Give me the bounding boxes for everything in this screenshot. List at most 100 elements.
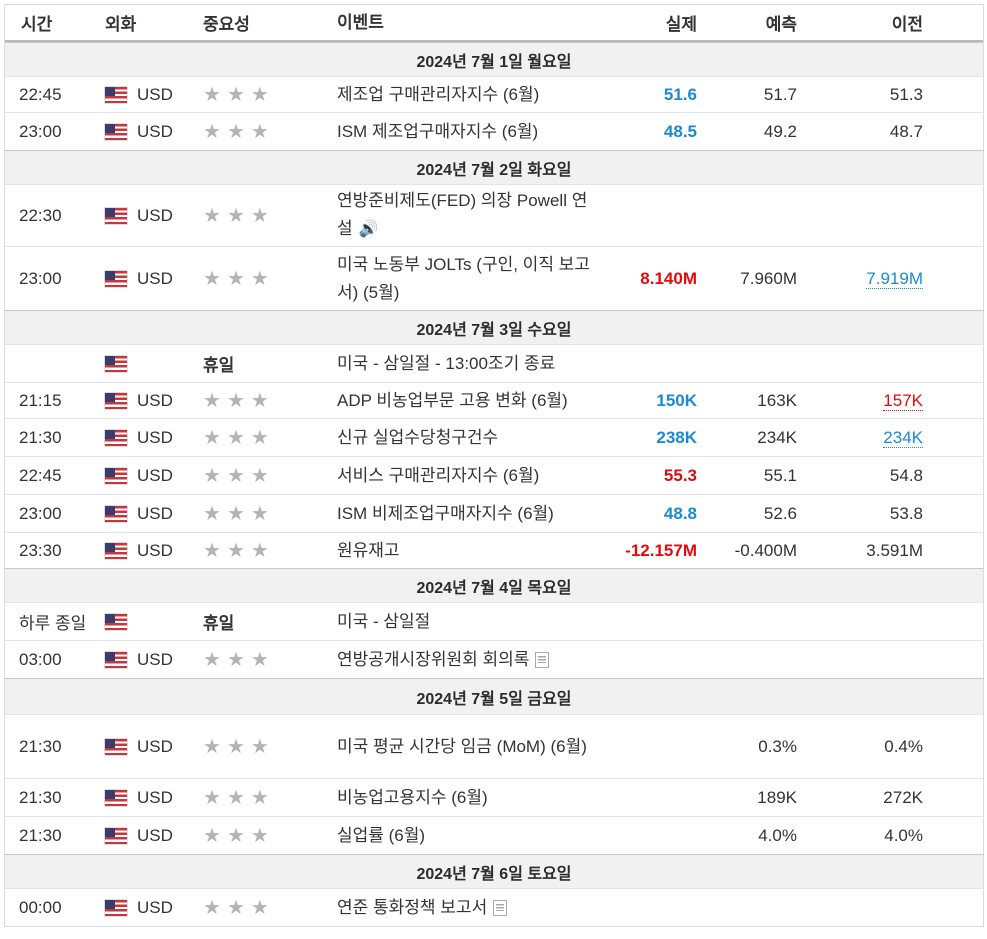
us-flag-icon	[105, 613, 127, 630]
table-row[interactable]: 22:45 USD ★ ★ ★ 서비스 구매관리자지수 (6월) 55.3 55.1 54.8	[5, 456, 983, 494]
speaker-icon: 🔊	[358, 220, 379, 238]
table-row[interactable]: 23:30 USD ★ ★ ★ 원유재고 -12.157M -0.400M 3.591M	[5, 532, 983, 568]
event-name[interactable]: 원유재고	[337, 537, 607, 565]
holiday-label: 휴일	[203, 614, 235, 633]
previous-value[interactable]: 157K	[797, 390, 923, 411]
importance-stars: ★ ★ ★	[203, 788, 269, 808]
importance-stars: ★ ★ ★	[203, 269, 269, 289]
event-name[interactable]: 미국 - 삼일절	[337, 608, 607, 636]
header-time[interactable]: 시간	[21, 15, 53, 34]
actual-text: -12.157M	[625, 540, 697, 560]
event-name-text[interactable]: 제조업 구매관리자지수 (6월)	[337, 84, 540, 104]
table-row[interactable]: 23:00 USD ★ ★ ★ ISM 제조업구매자지수 (6월) 48.5 49.2 48.7	[5, 112, 983, 150]
header-importance[interactable]: 중요성	[203, 15, 250, 34]
table-row[interactable]: 21:30 USD ★ ★ ★ 신규 실업수당청구건수 238K 234K 234K	[5, 418, 983, 456]
star-icon: ★	[226, 426, 245, 449]
day-header-row: 2024년 7월 3일 수요일	[5, 310, 983, 344]
event-name-text[interactable]: 연준 통화정책 보고서	[337, 897, 488, 917]
event-time: 21:30	[19, 736, 62, 756]
event-name[interactable]: 연준 통화정책 보고서	[337, 894, 607, 922]
event-currency: USD	[105, 269, 203, 289]
forecast-value: 51.7	[763, 84, 797, 104]
event-name[interactable]: 비농업고용지수 (6월)	[337, 784, 607, 812]
star-icon: ★	[226, 539, 245, 562]
star-icon: ★	[226, 120, 245, 143]
previous-text[interactable]: 7.919M	[866, 268, 923, 289]
event-name-text[interactable]: ISM 제조업구매자지수 (6월)	[337, 121, 539, 141]
event-name-text[interactable]: ADP 비농업부문 고용 변화 (6월)	[337, 390, 568, 410]
event-name-text[interactable]: 미국 - 삼일절	[337, 611, 431, 631]
table-row[interactable]: 21:30 USD ★ ★ ★ 미국 평균 시간당 임금 (MoM) (6월) 0.3% 0.…	[5, 714, 983, 778]
actual-value: -12.157M	[607, 541, 697, 561]
event-name-text[interactable]: 미국 평균 시간당 임금 (MoM) (6월)	[337, 736, 587, 756]
event-time: 21:15	[19, 390, 62, 410]
table-row[interactable]: 휴일 미국 - 삼일절 - 13:00조기 종료	[5, 344, 983, 382]
event-name-text[interactable]: 연방공개시장위원회 회의록	[337, 649, 530, 669]
event-name[interactable]: 미국 노동부 JOLTs (구인, 이직 보고서) (5월)	[337, 251, 607, 307]
event-name-text[interactable]: 비농업고용지수 (6월)	[337, 787, 488, 807]
event-name[interactable]: 실업률 (6월)	[337, 822, 607, 850]
table-row[interactable]: 하루 종일 휴일 미국 - 삼일절	[5, 602, 983, 640]
event-name[interactable]: 제조업 구매관리자지수 (6월)	[337, 81, 607, 109]
event-name[interactable]: ISM 비제조업구매자지수 (6월)	[337, 500, 607, 528]
table-row[interactable]: 21:15 USD ★ ★ ★ ADP 비농업부문 고용 변화 (6월) 150K 163K 1…	[5, 382, 983, 418]
header-previous[interactable]: 이전	[891, 15, 923, 34]
table-row[interactable]: 22:45 USD ★ ★ ★ 제조업 구매관리자지수 (6월) 51.6 51.7 51.3	[5, 76, 983, 112]
header-forecast[interactable]: 예측	[765, 15, 797, 34]
event-time: 00:00	[19, 897, 62, 917]
event-name-text[interactable]: 연방준비제도(FED) 의장 Powell 연설	[337, 191, 588, 239]
event-name-text[interactable]: 신규 실업수당청구건수	[337, 427, 499, 447]
table-row[interactable]: 03:00 USD ★ ★ ★ 연방공개시장위원회 회의록	[5, 640, 983, 678]
event-currency: USD	[105, 650, 203, 670]
header-actual[interactable]: 실제	[665, 15, 697, 34]
table-row[interactable]: 22:30 USD ★ ★ ★ 연방준비제도(FED) 의장 Powell 연설 🔊	[5, 184, 983, 246]
document-icon	[493, 900, 508, 917]
event-name-text[interactable]: 서비스 구매관리자지수 (6월)	[337, 465, 540, 485]
header-currency[interactable]: 외화	[105, 15, 137, 34]
event-name[interactable]: 미국 평균 시간당 임금 (MoM) (6월)	[337, 733, 607, 761]
event-currency: USD	[105, 898, 203, 918]
previous-value[interactable]: 7.919M	[797, 268, 923, 289]
us-flag-icon	[105, 789, 127, 806]
previous-value[interactable]: 234K	[797, 427, 923, 448]
actual-text: 48.5	[663, 121, 697, 141]
day-label: 2024년 7월 2일 화요일	[416, 161, 572, 179]
actual-value: 8.140M	[607, 269, 697, 289]
event-name[interactable]: 신규 실업수당청구건수	[337, 424, 607, 452]
us-flag-icon	[105, 651, 127, 668]
importance-stars: ★ ★ ★	[203, 737, 269, 757]
star-icon: ★	[250, 502, 269, 525]
us-flag-icon	[105, 355, 127, 372]
us-flag-icon	[105, 207, 127, 224]
event-name-text[interactable]: 미국 - 삼일절 - 13:00조기 종료	[337, 353, 556, 373]
importance-stars: ★ ★ ★	[203, 650, 269, 670]
event-name-text[interactable]: 원유재고	[337, 540, 400, 560]
previous-text: 3.591M	[866, 540, 923, 560]
event-name[interactable]: 서비스 구매관리자지수 (6월)	[337, 462, 607, 490]
previous-value: 48.7	[797, 122, 923, 142]
actual-text: 48.8	[663, 503, 697, 523]
event-name[interactable]: ADP 비농업부문 고용 변화 (6월)	[337, 387, 607, 415]
event-name-text[interactable]: ISM 비제조업구매자지수 (6월)	[337, 503, 554, 523]
event-currency	[105, 613, 203, 630]
table-row[interactable]: 21:30 USD ★ ★ ★ 비농업고용지수 (6월) 189K 272K	[5, 778, 983, 816]
header-event[interactable]: 이벤트	[337, 12, 384, 32]
currency-code: USD	[137, 84, 173, 104]
event-name[interactable]: 연방공개시장위원회 회의록	[337, 646, 607, 674]
table-row[interactable]: 21:30 USD ★ ★ ★ 실업률 (6월) 4.0% 4.0%	[5, 816, 983, 854]
forecast-value: 4.0%	[758, 825, 797, 845]
previous-text: 53.8	[889, 503, 923, 523]
event-name[interactable]: 미국 - 삼일절 - 13:00조기 종료	[337, 350, 607, 378]
previous-text[interactable]: 234K	[883, 427, 923, 448]
star-icon: ★	[226, 502, 245, 525]
previous-text[interactable]: 157K	[883, 390, 923, 411]
table-row[interactable]: 23:00 USD ★ ★ ★ ISM 비제조업구매자지수 (6월) 48.8 52.6 53.…	[5, 494, 983, 532]
importance-stars: ★ ★ ★	[203, 206, 269, 226]
event-name-text[interactable]: 미국 노동부 JOLTs (구인, 이직 보고서) (5월)	[337, 254, 590, 302]
event-name[interactable]: ISM 제조업구매자지수 (6월)	[337, 118, 607, 146]
event-name[interactable]: 연방준비제도(FED) 의장 Powell 연설 🔊	[337, 187, 607, 244]
table-row[interactable]: 23:00 USD ★ ★ ★ 미국 노동부 JOLTs (구인, 이직 보고서) (5월…	[5, 246, 983, 310]
event-importance: ★ ★ ★	[203, 122, 337, 142]
table-row[interactable]: 00:00 USD ★ ★ ★ 연준 통화정책 보고서	[5, 888, 983, 926]
event-name-text[interactable]: 실업률 (6월)	[337, 825, 426, 845]
